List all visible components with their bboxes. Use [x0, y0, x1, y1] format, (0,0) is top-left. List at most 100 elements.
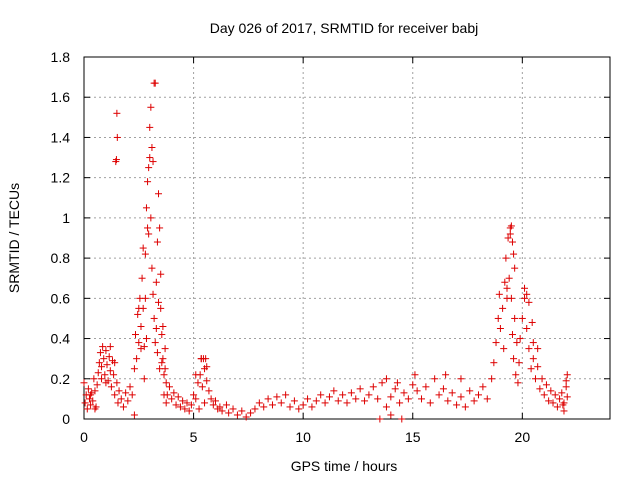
data-point: [216, 403, 224, 411]
data-point: [488, 375, 496, 383]
chart-title: Day 026 of 2017, SRMTID for receiver bab…: [210, 20, 478, 36]
data-point: [529, 339, 537, 347]
data-point: [209, 401, 217, 409]
data-point: [84, 385, 92, 393]
data-point: [378, 379, 386, 387]
data-point: [277, 399, 285, 407]
data-point: [492, 339, 500, 347]
data-point: [151, 339, 159, 347]
data-point: [181, 405, 189, 413]
data-point: [361, 397, 369, 405]
data-point: [146, 154, 154, 162]
data-point: [135, 339, 143, 347]
data-point: [94, 369, 102, 377]
data-point: [496, 325, 504, 332]
data-point: [317, 391, 325, 399]
data-point: [83, 405, 91, 413]
plot-frame: [83, 56, 611, 420]
data-point: [185, 407, 193, 415]
data-point: [547, 387, 555, 395]
data-point: [207, 395, 215, 403]
data-point: [422, 383, 430, 391]
data-point: [113, 379, 121, 387]
x-tick-label: 0: [80, 429, 88, 445]
data-point: [91, 405, 99, 413]
data-point: [158, 331, 166, 339]
data-point: [162, 399, 170, 407]
data-point: [542, 381, 550, 389]
y-tick-label: 1.2: [51, 170, 71, 186]
data-point: [161, 365, 169, 373]
data-point: [352, 395, 360, 403]
data-point: [161, 345, 169, 353]
data-point: [155, 298, 163, 306]
data-point: [396, 399, 404, 407]
data-point: [495, 290, 503, 298]
data-point: [135, 304, 143, 312]
data-point: [159, 355, 167, 363]
data-point: [374, 395, 382, 403]
data-point: [461, 403, 469, 411]
data-point: [494, 314, 502, 322]
data-point: [439, 385, 447, 393]
data-point: [80, 379, 88, 387]
data-point: [117, 395, 125, 403]
data-point: [91, 387, 99, 395]
data-point: [162, 379, 170, 387]
grid-lines: [84, 57, 610, 419]
data-point: [525, 298, 533, 306]
data-point: [105, 353, 113, 361]
data-point: [413, 387, 421, 395]
data-point: [160, 371, 168, 379]
data-point: [255, 399, 263, 407]
data-point: [321, 399, 329, 407]
data-point: [531, 375, 539, 383]
data-point: [150, 314, 158, 322]
data-point: [115, 387, 123, 395]
data-point: [515, 359, 523, 367]
data-point: [153, 349, 161, 357]
axes: [83, 56, 611, 420]
data-point: [409, 381, 417, 389]
data-point: [475, 391, 482, 399]
data-point: [165, 383, 173, 391]
data-point: [98, 363, 106, 371]
data-point: [147, 103, 155, 111]
y-tick-label: 1.6: [51, 89, 71, 105]
x-tick-label: 15: [405, 429, 421, 445]
data-point: [466, 387, 474, 395]
data-point: [149, 158, 157, 166]
data-point: [122, 389, 130, 397]
tick-labels: 0 5 10 15 20 0 0.2 0.4 0.6 0.8 1 1.2 1.4 1.6 1.8: [51, 49, 531, 445]
y-tick-label: 0.4: [51, 331, 71, 347]
data-point: [203, 363, 211, 371]
data-point: [168, 395, 176, 403]
data-point: [457, 393, 465, 401]
data-point: [545, 397, 553, 405]
data-point: [312, 397, 320, 405]
data-point: [391, 385, 399, 393]
x-axis-label: GPS time / hours: [291, 458, 398, 474]
data-point: [124, 397, 132, 405]
data-point: [198, 383, 206, 391]
data-point: [112, 156, 120, 164]
data-point: [229, 405, 237, 413]
data-point: [510, 355, 518, 363]
data-point: [501, 278, 509, 286]
data-point: [563, 371, 571, 379]
data-point: [376, 415, 384, 423]
data-point: [106, 367, 114, 375]
data-point: [134, 310, 142, 318]
data-point: [282, 391, 290, 399]
data-point: [145, 230, 153, 238]
y-tick-label: 0: [62, 411, 70, 427]
data-point: [225, 409, 233, 417]
data-point: [128, 391, 136, 399]
data-point: [448, 389, 456, 397]
data-point: [111, 359, 119, 367]
data-point: [113, 109, 121, 117]
data-point: [96, 349, 104, 357]
data-point: [152, 278, 160, 286]
